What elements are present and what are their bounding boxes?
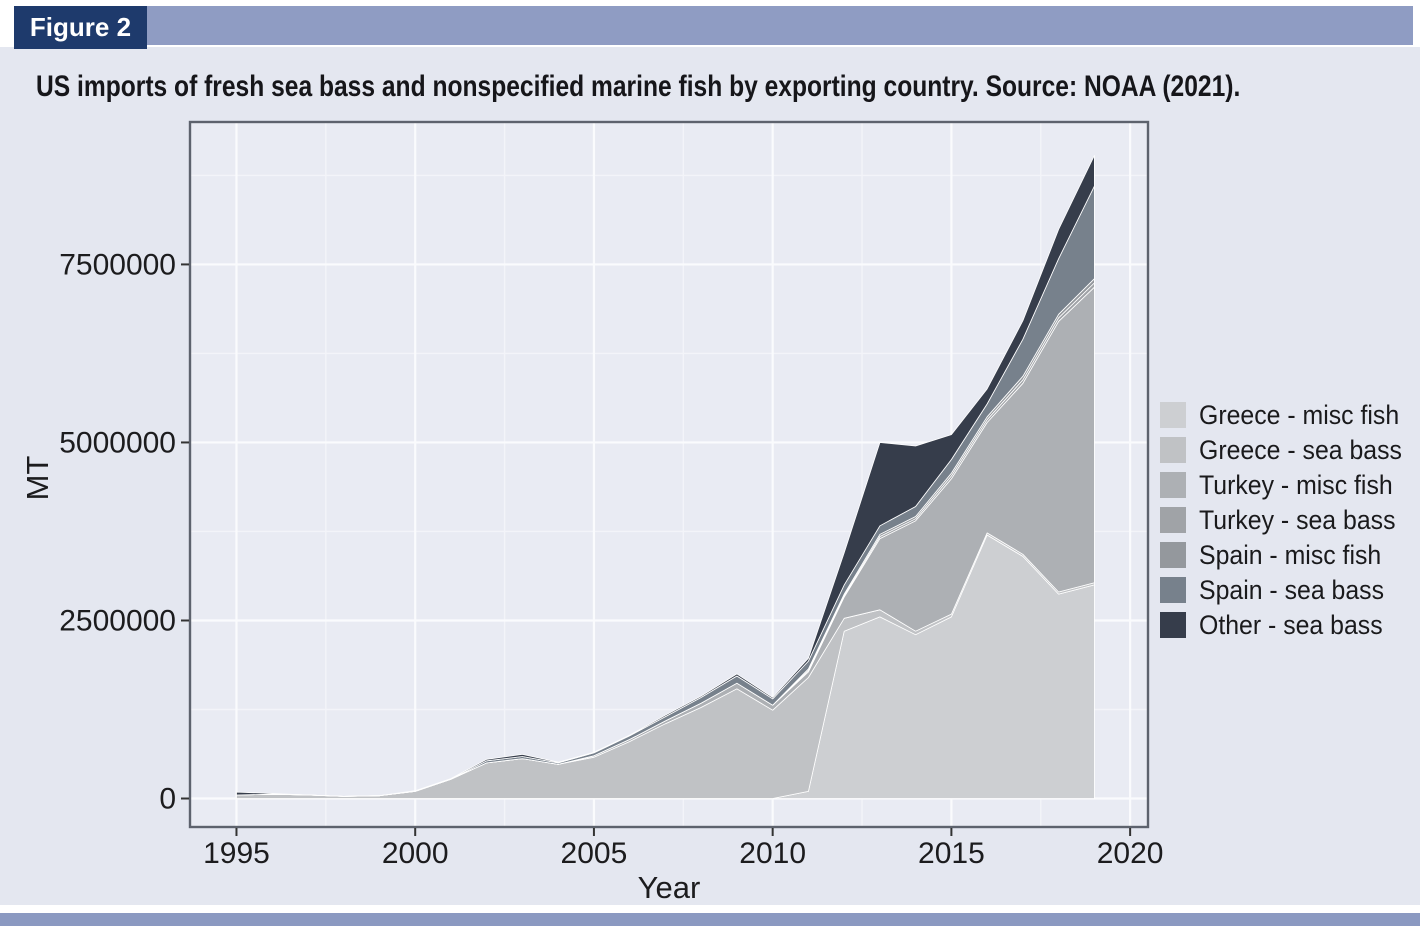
plot-border <box>188 120 1150 829</box>
legend-label: Turkey - sea bass <box>1199 504 1396 535</box>
x-tick-label: 2015 <box>918 837 985 870</box>
legend-item: Other - sea bass <box>1160 609 1420 640</box>
legend-item: Turkey - misc fish <box>1160 469 1420 500</box>
legend-item: Greece - misc fish <box>1160 399 1420 430</box>
legend-swatch <box>1160 612 1186 638</box>
y-tick-label: 2500000 <box>59 604 176 637</box>
figure-label: Figure 2 <box>14 6 147 49</box>
area-band <box>236 155 1095 797</box>
legend-label: Greece - misc fish <box>1199 399 1400 430</box>
legend-item: Spain - misc fish <box>1160 539 1420 570</box>
legend-label: Other - sea bass <box>1199 609 1383 640</box>
legend-label: Spain - sea bass <box>1199 574 1385 605</box>
chart-legend: Greece - misc fish Greece - sea bass Turke… <box>1160 399 1420 647</box>
legend-swatch <box>1160 402 1186 428</box>
legend-swatch <box>1160 542 1186 568</box>
legend-label: Turkey - misc fish <box>1199 469 1393 500</box>
x-tick-label: 2010 <box>739 837 806 870</box>
legend-label: Greece - sea bass <box>1199 434 1402 465</box>
legend-swatch <box>1160 577 1186 603</box>
header-bar <box>147 6 1413 45</box>
x-tick-label: 1995 <box>203 837 270 870</box>
legend-item: Spain - sea bass <box>1160 574 1420 605</box>
y-tick-label: 0 <box>159 783 176 816</box>
legend-swatch <box>1160 437 1186 463</box>
legend-item: Greece - sea bass <box>1160 434 1420 465</box>
legend-item: Turkey - sea bass <box>1160 504 1420 535</box>
x-tick-label: 2020 <box>1097 837 1164 870</box>
y-tick-label: 5000000 <box>59 426 176 459</box>
x-tick-label: 2000 <box>382 837 449 870</box>
y-tick-label: 7500000 <box>59 248 176 281</box>
figure-caption: US imports of fresh sea bass and nonspec… <box>36 70 1241 103</box>
legend-label: Spain - misc fish <box>1199 539 1382 570</box>
bottom-bar <box>0 913 1420 926</box>
legend-swatch <box>1160 472 1186 498</box>
legend-swatch <box>1160 507 1186 533</box>
x-axis-title: Year <box>637 870 701 905</box>
x-tick-label: 2005 <box>561 837 628 870</box>
y-axis-title: MT <box>20 455 55 501</box>
